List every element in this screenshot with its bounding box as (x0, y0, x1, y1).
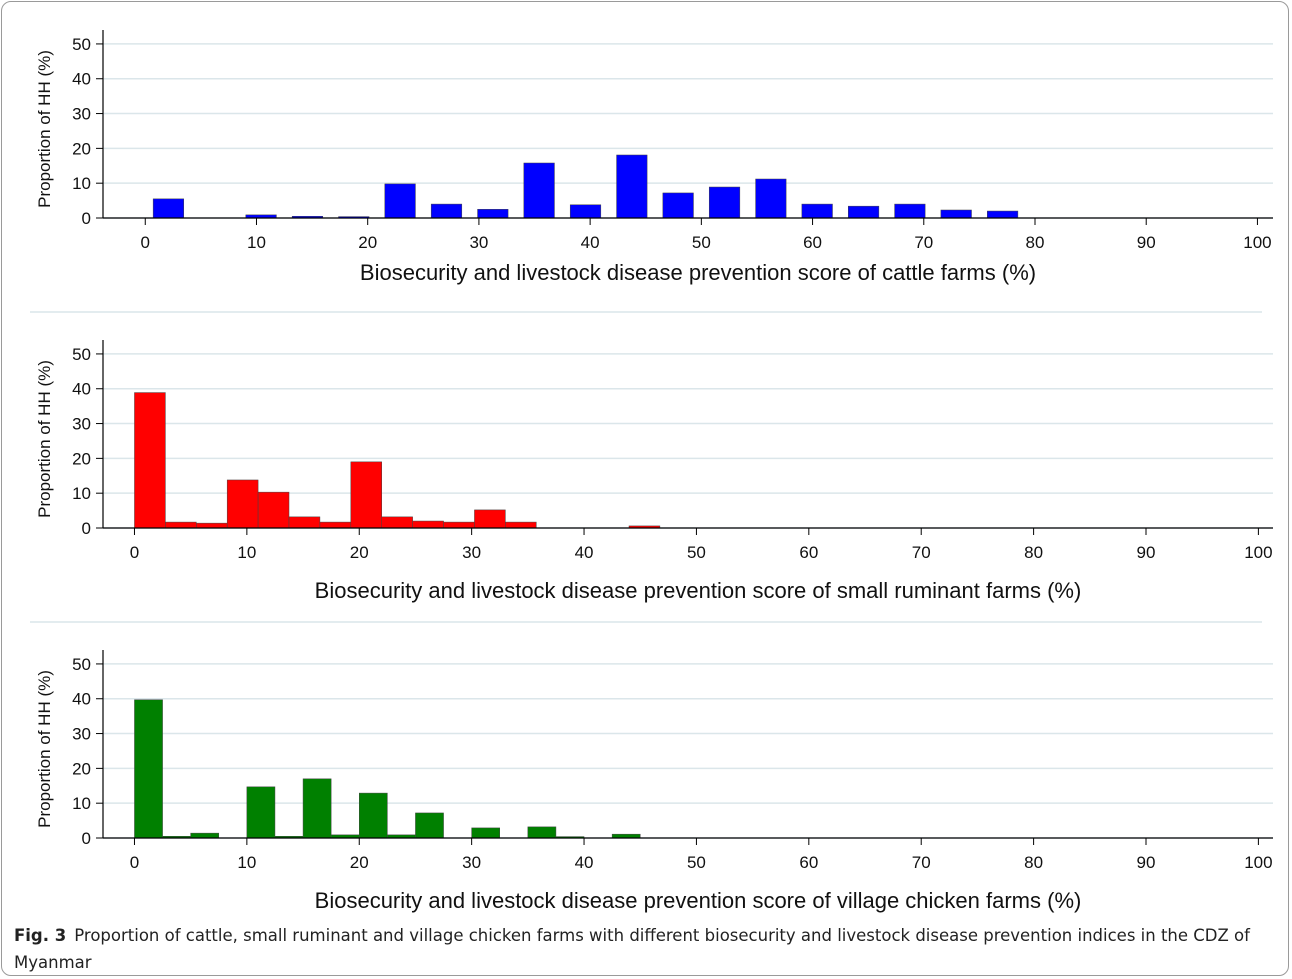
bar (987, 210, 1019, 219)
bar (152, 198, 185, 219)
x-axis-label: Biosecurity and livestock disease preven… (315, 578, 1082, 603)
y-tick-label: 50 (72, 655, 91, 674)
bar (471, 827, 500, 839)
x-tick-label: 10 (247, 233, 266, 252)
bar (708, 186, 741, 219)
bar (350, 461, 382, 529)
y-tick-label: 30 (72, 105, 91, 124)
x-tick-label: 80 (1026, 233, 1045, 252)
x-tick-label: 40 (581, 233, 600, 252)
y-tick-label: 10 (72, 484, 91, 503)
bar (569, 204, 602, 219)
x-tick-label: 60 (799, 853, 818, 872)
x-tick-label: 30 (469, 233, 488, 252)
caption: Fig. 3 Proportion of cattle, small rumina… (14, 922, 1276, 976)
y-tick-label: 10 (72, 794, 91, 813)
x-tick-label: 0 (130, 543, 139, 562)
bar (134, 699, 163, 839)
bar (415, 812, 444, 839)
bar (196, 522, 228, 529)
x-tick-label: 50 (687, 853, 706, 872)
y-tick-label: 50 (72, 345, 91, 364)
x-axis-label: Biosecurity and livestock disease preven… (360, 260, 1036, 285)
y-tick-label: 40 (72, 690, 91, 709)
bar (226, 479, 259, 529)
x-tick-label: 10 (237, 543, 256, 562)
y-tick-label: 30 (72, 725, 91, 744)
bar (755, 178, 787, 219)
x-tick-label: 20 (358, 233, 377, 252)
caption-text: Proportion of cattle, small ruminant and… (14, 926, 1250, 972)
y-tick-label: 20 (72, 449, 91, 468)
x-tick-label: 80 (1024, 543, 1043, 562)
x-tick-label: 30 (462, 543, 481, 562)
x-tick-label: 20 (350, 853, 369, 872)
y-tick-label: 10 (72, 174, 91, 193)
x-tick-label: 70 (914, 233, 933, 252)
bar (381, 516, 413, 529)
bar (616, 154, 648, 219)
bar (474, 509, 506, 529)
bar (359, 792, 388, 839)
bar (384, 183, 416, 219)
x-tick-label: 40 (575, 543, 594, 562)
x-tick-label: 90 (1137, 233, 1156, 252)
y-axis-label: Proportion of HH (%) (35, 50, 54, 208)
x-tick-label: 100 (1244, 853, 1272, 872)
bar (257, 491, 290, 529)
x-tick-label: 100 (1243, 233, 1271, 252)
bar (662, 192, 694, 219)
bar (246, 786, 276, 839)
bar (523, 162, 555, 219)
bar (940, 209, 972, 219)
y-tick-label: 30 (72, 415, 91, 434)
bar (288, 516, 321, 529)
x-tick-label: 40 (575, 853, 594, 872)
x-tick-label: 90 (1137, 853, 1156, 872)
x-tick-label: 50 (687, 543, 706, 562)
y-tick-label: 50 (72, 35, 91, 54)
caption-label: Fig. 3 (14, 926, 67, 945)
x-tick-label: 0 (141, 233, 150, 252)
bar (443, 521, 475, 529)
bar (134, 392, 166, 529)
x-tick-label: 70 (912, 543, 931, 562)
x-tick-label: 100 (1244, 543, 1272, 562)
bar (505, 521, 537, 529)
x-tick-label: 10 (237, 853, 256, 872)
bar (801, 203, 833, 219)
x-tick-label: 60 (803, 233, 822, 252)
y-tick-label: 40 (72, 380, 91, 399)
bar (190, 832, 220, 839)
bar (412, 520, 444, 529)
x-tick-label: 30 (462, 853, 481, 872)
x-tick-label: 50 (692, 233, 711, 252)
bar (430, 203, 463, 219)
x-tick-label: 0 (130, 853, 139, 872)
x-tick-label: 70 (912, 853, 931, 872)
y-axis-label: Proportion of HH (%) (35, 670, 54, 828)
x-tick-label: 90 (1137, 543, 1156, 562)
bar (302, 778, 332, 839)
y-tick-label: 20 (72, 139, 91, 158)
bar (894, 203, 926, 219)
y-tick-label: 40 (72, 70, 91, 89)
y-tick-label: 0 (82, 519, 91, 538)
x-tick-label: 80 (1024, 853, 1043, 872)
x-tick-label: 60 (799, 543, 818, 562)
bar (848, 205, 880, 219)
y-tick-label: 0 (82, 829, 91, 848)
y-tick-label: 0 (82, 209, 91, 228)
bar (477, 209, 509, 219)
y-axis-label: Proportion of HH (%) (35, 360, 54, 518)
x-axis-label: Biosecurity and livestock disease preven… (315, 888, 1082, 913)
y-tick-label: 20 (72, 759, 91, 778)
bar (527, 826, 557, 839)
x-tick-label: 20 (350, 543, 369, 562)
bar (165, 521, 197, 529)
bar (319, 521, 352, 529)
